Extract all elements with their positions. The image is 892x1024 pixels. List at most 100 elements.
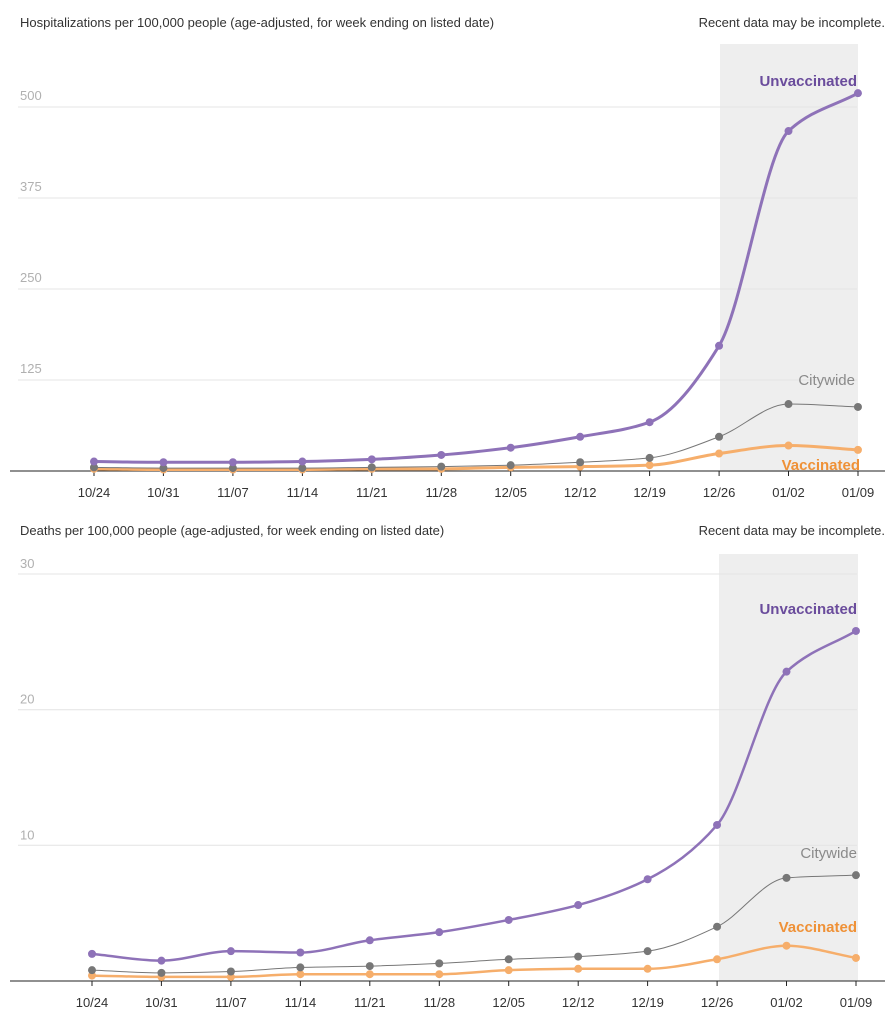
hospitalizations-citywide-point[interactable] (437, 462, 446, 471)
deaths-y-tick-label: 20 (20, 692, 34, 707)
deaths-vaccinated-point[interactable] (296, 970, 305, 979)
deaths-x-tick-label: 12/19 (631, 995, 664, 1010)
hospitalizations-unvaccinated-point[interactable] (367, 455, 376, 464)
deaths-citywide-point[interactable] (296, 963, 305, 972)
deaths-unvaccinated-point[interactable] (782, 667, 791, 676)
hospitalizations-y-tick-label: 500 (20, 88, 42, 103)
deaths-unvaccinated-point[interactable] (296, 948, 305, 957)
hospitalizations-unvaccinated-point[interactable] (228, 458, 237, 467)
deaths-unvaccinated-point[interactable] (226, 947, 235, 956)
deaths-x-tick-label: 12/05 (492, 995, 525, 1010)
deaths-citywide-point[interactable] (713, 922, 722, 931)
hospitalizations-citywide-point[interactable] (228, 464, 237, 473)
deaths-vaccinated-point[interactable] (851, 953, 860, 962)
deaths-y-tick-label: 10 (20, 827, 34, 842)
hospitalizations-vaccinated-point[interactable] (645, 461, 654, 470)
hospitalizations-unvaccinated-point[interactable] (645, 418, 654, 427)
hospitalizations-unvaccinated-point[interactable] (715, 341, 724, 350)
deaths-unvaccinated-point[interactable] (365, 936, 374, 945)
hospitalizations-citywide-point[interactable] (645, 453, 654, 462)
hospitalizations-x-tick-label: 10/24 (78, 485, 111, 500)
deaths-unvaccinated-point[interactable] (157, 956, 166, 965)
hospitalizations-citywide-point[interactable] (715, 432, 724, 441)
hospitalizations-x-ticks: 10/24 10/31 11/07 11/14 11/21 11/28 12/05 12/12… (78, 471, 875, 500)
hospitalizations-gridlines (18, 106, 857, 381)
hospitalizations-y-tick-label: 375 (20, 179, 42, 194)
hospitalizations-unvaccinated-point[interactable] (437, 450, 446, 459)
deaths-unvaccinated-point[interactable] (435, 928, 444, 937)
hospitalizations-vaccinated-point[interactable] (853, 445, 862, 454)
deaths-citywide-point[interactable] (643, 947, 652, 956)
deaths-x-tick-label: 11/28 (424, 995, 456, 1010)
deaths-vaccinated-line (90, 944, 858, 979)
deaths-gridlines (18, 573, 857, 846)
hospitalizations-unvaccinated-point[interactable] (853, 89, 862, 98)
hospitalizations-citywide-point[interactable] (298, 464, 307, 473)
hospitalizations-citywide-point[interactable] (576, 458, 585, 467)
hospitalizations-x-tick-label: 11/07 (217, 485, 249, 500)
deaths-citywide-point[interactable] (782, 873, 791, 882)
hospitalizations-x-tick-label: 11/28 (426, 485, 458, 500)
deaths-vaccinated-point[interactable] (643, 964, 652, 973)
deaths-citywide-point[interactable] (157, 968, 166, 977)
deaths-x-ticks: 10/24 10/31 11/07 11/14 11/21 11/28 12/05 12/12… (76, 981, 873, 1010)
deaths-citywide-line (91, 874, 857, 974)
deaths-citywide-point[interactable] (226, 967, 235, 976)
hospitalizations-citywide-line (93, 403, 859, 469)
hospitalizations-vaccinated-point[interactable] (715, 449, 724, 458)
deaths-unvaccinated-point[interactable] (88, 949, 96, 958)
deaths-chart: 10 20 30 10/24 10/31 11/07 11/14 11/21 11/28 12/… (10, 523, 885, 1010)
deaths-y-tick-label: 30 (20, 556, 34, 571)
hospitalizations-incomplete-note: Recent data may be incomplete. (699, 15, 885, 30)
hospitalizations-title: Hospitalizations per 100,000 people (age… (20, 15, 494, 30)
hospitalizations-citywide-point[interactable] (90, 463, 98, 472)
deaths-title: Deaths per 100,000 people (age-adjusted,… (20, 523, 444, 538)
hospitalizations-citywide-point[interactable] (784, 400, 793, 409)
deaths-citywide-point[interactable] (435, 959, 444, 968)
deaths-citywide-point[interactable] (504, 955, 513, 964)
deaths-citywide-point[interactable] (88, 966, 96, 975)
deaths-x-tick-label: 01/02 (770, 995, 803, 1010)
hospitalizations-unvaccinated-label: Unvaccinated (759, 73, 857, 90)
hospitalizations-citywide-point[interactable] (367, 463, 376, 472)
deaths-x-tick-label: 01/09 (840, 995, 873, 1010)
hospitalizations-unvaccinated-point[interactable] (576, 432, 585, 441)
deaths-incomplete-note: Recent data may be incomplete. (699, 523, 885, 538)
hospitalizations-citywide-point[interactable] (159, 464, 168, 473)
deaths-unvaccinated-point[interactable] (643, 875, 652, 884)
hospitalizations-unvaccinated-point[interactable] (90, 457, 98, 466)
deaths-unvaccinated-point[interactable] (574, 901, 583, 910)
hospitalizations-vaccinated-point[interactable] (784, 441, 793, 450)
deaths-vaccinated-point[interactable] (365, 970, 374, 979)
deaths-unvaccinated-point[interactable] (851, 626, 860, 635)
hospitalizations-unvaccinated-point[interactable] (506, 443, 515, 452)
hospitalizations-x-tick-label: 12/26 (703, 485, 736, 500)
deaths-citywide-point[interactable] (365, 962, 374, 971)
deaths-unvaccinated-point[interactable] (713, 820, 722, 829)
deaths-citywide-point[interactable] (574, 952, 583, 961)
hospitalizations-x-tick-label: 12/12 (564, 485, 597, 500)
deaths-x-tick-label: 11/07 (215, 995, 247, 1010)
hospitalizations-citywide-label: Citywide (798, 372, 855, 389)
hospitalizations-vaccinated-line (92, 444, 860, 472)
deaths-x-tick-label: 10/31 (145, 995, 178, 1010)
hospitalizations-citywide-point[interactable] (506, 461, 515, 470)
deaths-vaccinated-point[interactable] (713, 955, 722, 964)
deaths-y-ticks: 10 20 30 (20, 556, 34, 842)
deaths-unvaccinated-point[interactable] (504, 915, 513, 924)
hospitalizations-unvaccinated-point[interactable] (159, 458, 168, 467)
hospitalizations-x-tick-label: 10/31 (147, 485, 180, 500)
deaths-vaccinated-point[interactable] (504, 966, 513, 975)
deaths-vaccinated-label: Vaccinated (779, 919, 857, 936)
deaths-vaccinated-point[interactable] (782, 941, 791, 950)
hospitalizations-x-tick-label: 01/09 (842, 485, 875, 500)
hospitalizations-unvaccinated-point[interactable] (784, 127, 793, 136)
deaths-vaccinated-point[interactable] (574, 964, 583, 973)
deaths-x-tick-label: 12/12 (562, 995, 595, 1010)
deaths-x-tick-label: 11/21 (354, 995, 386, 1010)
deaths-citywide-point[interactable] (851, 871, 860, 880)
deaths-vaccinated-point[interactable] (435, 970, 444, 979)
hospitalizations-citywide-point[interactable] (853, 402, 862, 411)
deaths-x-tick-label: 12/26 (701, 995, 734, 1010)
hospitalizations-unvaccinated-point[interactable] (298, 457, 307, 466)
